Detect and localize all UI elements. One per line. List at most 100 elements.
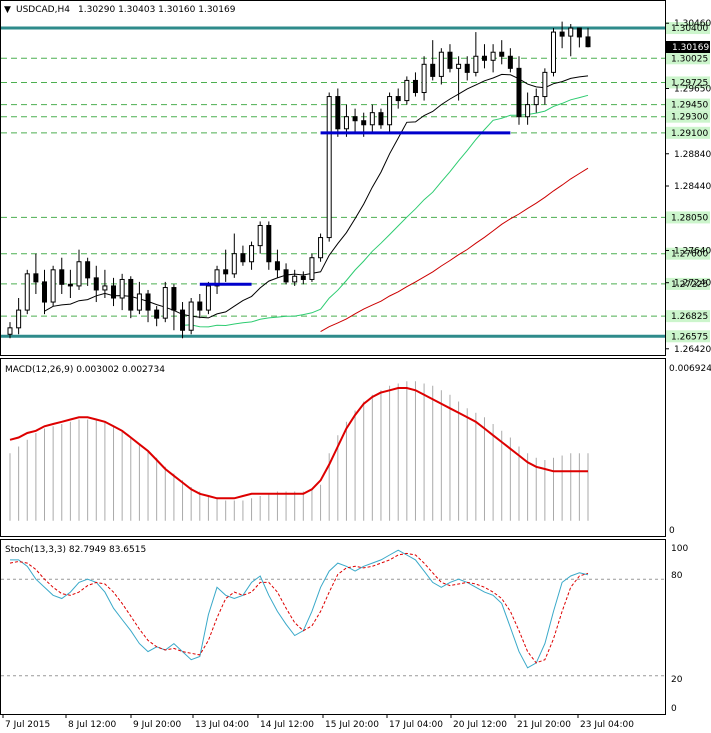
level-label: 1.26575 [671,332,708,342]
candle-body [33,273,39,283]
macd-series [9,381,589,521]
candle [412,72,418,97]
candle-body [309,257,315,280]
macd-scale-top: 0.006924 [669,364,711,374]
candle-body [7,327,13,335]
candle [154,306,160,327]
level-label-box [666,330,710,343]
candle [231,233,237,278]
level-label: 1.30025 [671,54,708,64]
level-label-box [666,277,710,290]
level-label: 1.27600 [671,250,708,260]
candle-body [180,309,186,331]
stoch-scale-0: 0 [671,704,677,714]
time-label: 20 Jul 12:00 [453,720,507,730]
candle-body [550,31,556,73]
price-scale-label: 1.28840 [674,150,711,160]
candle-body [16,309,22,329]
candle [274,249,280,278]
stoch-main-line [10,549,589,669]
candle-body [136,293,142,311]
ma-fast-line [44,73,589,319]
candle-body [266,224,272,263]
level-label: 1.29450 [671,101,708,111]
candle [16,298,22,335]
candle [318,233,324,262]
candle-body [430,63,436,77]
candle [481,44,487,69]
candle-body [59,269,65,285]
price-scale-label: 1.29650 [674,84,711,94]
candle [50,265,56,307]
candle-body [76,261,82,287]
candle [352,108,358,133]
candle [387,92,393,133]
candle [33,253,39,294]
price-scale: 1.30460 1.29650 1.28840 1.28440 1.27640 1.272… [665,19,711,355]
candle-body [128,278,134,311]
candle-body [326,96,332,239]
candle-body [378,112,384,126]
candle-body [481,55,487,61]
candle-body [318,237,324,259]
candle-body [93,277,99,291]
candle [59,257,65,294]
stoch-scale-20: 20 [671,675,683,685]
candle [499,40,505,65]
candle-body [361,120,367,126]
ma-slow-line [320,167,589,333]
level-label: 1.29300 [671,113,708,123]
candle-body [162,287,168,319]
candle [7,322,13,339]
candle-body [50,269,56,303]
stoch-series [1,549,665,677]
stoch-scale-80: 80 [671,571,683,581]
time-axis: 7 Jul 2015 8 Jul 12:00 9 Jul 20:00 13 Jul 0… [2,714,634,730]
candle-body [343,116,349,130]
candle-body [533,96,539,106]
level-label-box [666,76,710,89]
candle-body [171,287,177,311]
candle-body [525,104,531,118]
level-label-box [666,52,710,65]
candle [180,302,186,339]
candle-body [85,261,91,279]
candle [559,21,565,49]
candle-body [507,55,513,69]
candle-body [464,63,470,73]
candle-body [249,245,255,263]
price-scale-label: 1.26420 [674,345,711,355]
macd-title: MACD(12,26,9) 0.003002 0.002734 [5,365,165,375]
candle-body [335,96,341,130]
candle [326,92,332,242]
time-label: 7 Jul 2015 [5,720,50,730]
macd-signal-line [9,387,588,500]
candle [309,253,315,282]
symbol-label: USDCAD,H4 [16,5,70,15]
time-label: 21 Jul 20:00 [517,720,571,730]
current-price-box [666,41,710,53]
candle-body [412,79,418,94]
symbol-dropdown-icon[interactable]: ▼ [4,5,11,15]
candle-body [274,261,280,271]
level-label-box [666,310,710,323]
level-label: 1.26825 [671,312,708,322]
candle-body [568,27,574,37]
candle [24,269,30,315]
candle-body [214,269,220,287]
candle-body [283,269,289,283]
stoch-signal-line [9,552,589,664]
candle-body [447,51,453,69]
level-label: 1.29725 [671,78,708,88]
candle [585,27,591,48]
candle-body [292,275,298,283]
candle-body [67,283,73,287]
candle [85,257,91,286]
candle-body [438,51,444,77]
candle-body [576,27,582,38]
candle [128,276,134,319]
candle [42,269,48,315]
candle [67,269,73,299]
candle [507,48,513,73]
